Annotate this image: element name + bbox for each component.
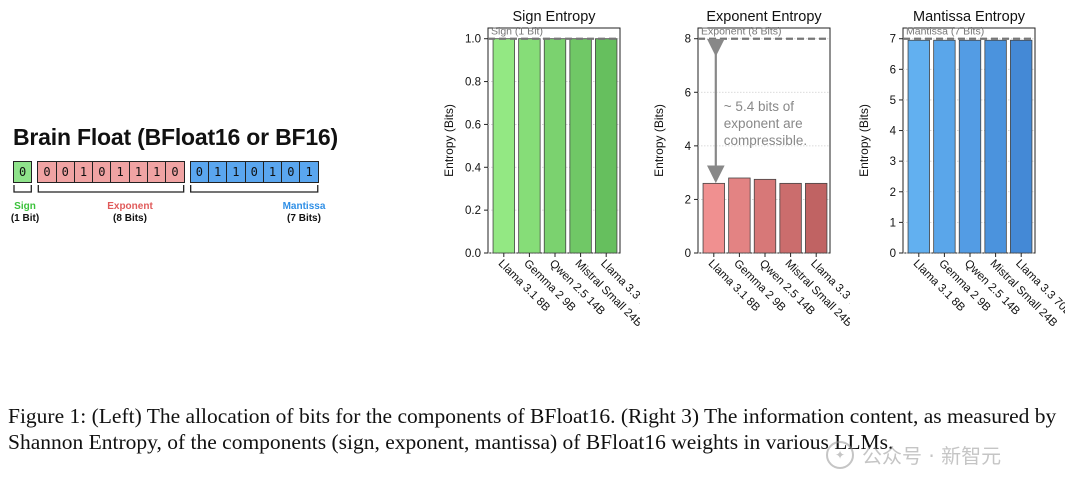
diagram-title: Brain Float (BFloat16 or BF16) <box>13 124 338 150</box>
bar <box>1010 39 1033 254</box>
y-tick-label: 2 <box>890 187 896 199</box>
chart-title: Exponent Entropy <box>706 9 822 25</box>
bar <box>805 182 828 254</box>
bar <box>958 39 982 254</box>
bit-cell-0: 0 <box>13 161 33 183</box>
y-tick-label: 0 <box>890 248 896 260</box>
chart-title: Mantissa Entropy <box>913 9 1026 25</box>
y-axis-label: Entropy (Bits) <box>857 104 871 177</box>
y-axis-label: Entropy (Bits) <box>442 104 456 177</box>
bit-cell-4: 0 <box>93 161 112 183</box>
reference-label: Mantissa (7 Bits) <box>906 26 984 38</box>
bit-cell-13: 1 <box>263 161 283 183</box>
mantissa-segment-label: Mantissa (7 Bits) <box>268 201 340 225</box>
bit-cell-8: 0 <box>166 161 185 183</box>
mantissa-label: Mantissa <box>282 201 326 212</box>
bar <box>543 38 567 254</box>
y-tick-label: 4 <box>685 141 692 153</box>
y-tick-label: 6 <box>890 64 896 76</box>
y-tick-label: 0.6 <box>465 119 481 131</box>
bar <box>569 38 592 254</box>
y-tick-label: 4 <box>890 126 897 138</box>
sign-bits-label: (1 Bit) <box>10 213 40 224</box>
watermark: ✦ 公众号 · 新智元 <box>826 440 1001 469</box>
bit-cell-6: 1 <box>129 161 149 183</box>
chart-title: Sign Entropy <box>512 9 596 25</box>
bit-cell-15: 1 <box>300 161 319 183</box>
bit-cell-1: 0 <box>37 161 57 183</box>
bar <box>595 38 618 254</box>
bar <box>492 38 515 254</box>
bit-cell-7: 1 <box>148 161 167 183</box>
exponent-bits-label: (8 Bits) <box>113 213 147 224</box>
y-tick-label: 1 <box>890 217 896 229</box>
y-tick-label: 0.8 <box>465 77 481 89</box>
figure-caption: Figure 1: (Left) The allocation of bits … <box>8 404 1057 454</box>
annotation-text: ~ 5.4 bits of exponent are compressible. <box>724 99 807 148</box>
y-tick-label: 8 <box>685 34 691 46</box>
sign-entropy-chart: Sign Entropy Entropy (Bits) 0.0 0.2 0.4 0.6 0.… <box>442 9 640 330</box>
sign-segment-label: Sign (1 Bit) <box>8 201 42 225</box>
y-tick-label: 6 <box>685 87 691 99</box>
y-tick-label: 0.2 <box>465 205 481 217</box>
exponent-bracket <box>37 185 185 193</box>
y-tick-label: 5 <box>890 95 896 107</box>
bit-cell-5: 1 <box>111 161 130 183</box>
bit-cell-14: 0 <box>282 161 301 183</box>
bar <box>702 182 725 254</box>
reference-label: Exponent (8 Bits) <box>701 26 782 38</box>
bar <box>518 38 541 254</box>
y-axis-label: Entropy (Bits) <box>652 104 666 177</box>
y-tick-label: 0.0 <box>465 248 481 260</box>
bit-cell-2: 0 <box>56 161 75 183</box>
bit-cell-3: 1 <box>74 161 94 183</box>
bit-cell-11: 1 <box>227 161 246 183</box>
y-tick-label: 0 <box>685 248 691 260</box>
bar <box>779 182 802 254</box>
y-tick-label: 1.0 <box>465 34 481 46</box>
y-tick-label: 2 <box>685 194 691 206</box>
bit-cell-9: 0 <box>189 161 209 183</box>
bar <box>907 39 930 254</box>
exponent-label: Exponent <box>107 201 153 212</box>
bar <box>728 177 751 254</box>
bracket-layer <box>13 185 319 193</box>
y-tick-label: 3 <box>890 156 896 168</box>
exponent-segment-label: Exponent (8 Bits) <box>95 201 165 225</box>
y-tick-label: 7 <box>890 34 896 46</box>
sign-bracket <box>13 185 32 193</box>
bar <box>753 178 777 254</box>
mantissa-bracket <box>190 185 319 193</box>
mantissa-bits-label: (7 Bits) <box>287 213 321 224</box>
reference-label: Sign (1 Bit) <box>491 26 543 38</box>
wechat-icon: ✦ <box>826 440 854 469</box>
bar <box>933 39 956 254</box>
bit-cell-12: 0 <box>245 161 264 183</box>
y-tick-label: 0.4 <box>465 162 482 174</box>
bar <box>984 39 1007 254</box>
watermark-text: 公众号 · 新智元 <box>862 444 1002 468</box>
bit-cell-10: 1 <box>208 161 228 183</box>
sign-label: Sign <box>14 201 36 212</box>
